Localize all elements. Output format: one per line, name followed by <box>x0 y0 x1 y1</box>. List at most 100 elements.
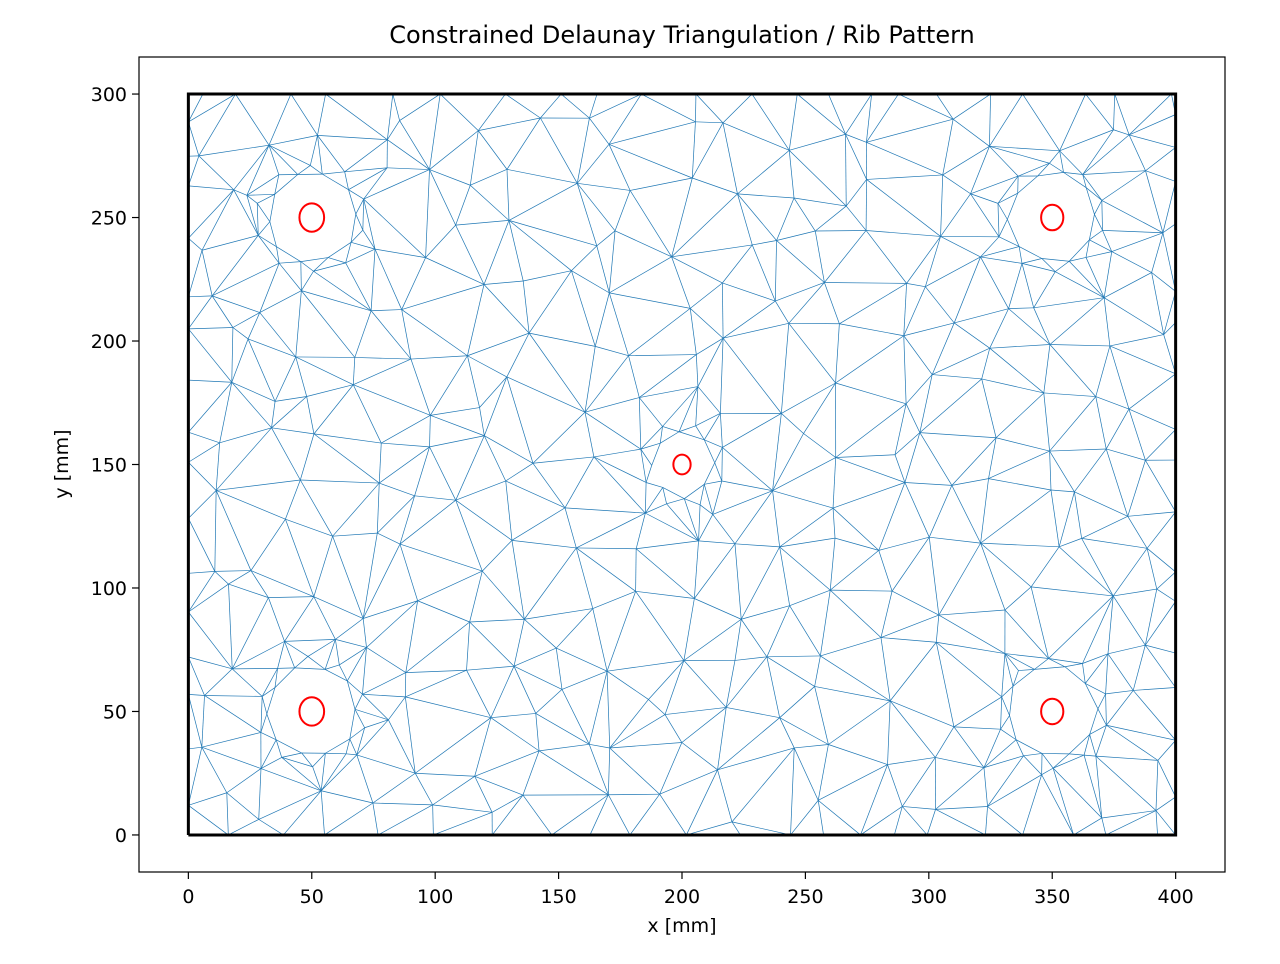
mesh-edge <box>335 639 366 647</box>
mesh-edge <box>377 533 400 544</box>
mesh-edge <box>980 257 1022 263</box>
mesh-edge <box>989 146 1018 176</box>
mesh-edge <box>718 707 727 769</box>
mesh-edge <box>296 357 355 358</box>
mesh-edge <box>982 348 990 379</box>
mesh-edge <box>589 744 610 748</box>
mesh-edge <box>818 800 860 835</box>
mesh-edge <box>775 301 788 323</box>
mesh-edge <box>667 504 699 541</box>
mesh-edge <box>1113 548 1147 596</box>
mesh-edge <box>470 571 483 622</box>
mesh-edge <box>639 355 696 398</box>
mesh-edge <box>1094 200 1101 214</box>
mesh-edge <box>1018 176 1038 193</box>
mesh-edge <box>713 481 722 514</box>
mesh-edge <box>943 175 971 194</box>
mesh-edge <box>1050 344 1110 345</box>
mesh-edge <box>996 393 1044 438</box>
mesh-edge <box>388 697 405 720</box>
mesh-edge <box>1096 756 1158 760</box>
mesh-edge <box>565 457 594 508</box>
mesh-edge <box>1129 135 1176 148</box>
mesh-edge <box>314 271 372 311</box>
mesh-edge <box>1129 135 1145 171</box>
mesh-edge <box>418 601 470 622</box>
y-tick-label: 100 <box>91 578 127 600</box>
mesh-edge <box>1049 596 1114 659</box>
mesh-edge <box>610 743 682 748</box>
mesh-edge <box>484 377 507 436</box>
mesh-edge <box>1147 548 1176 572</box>
hole-circle <box>1041 205 1063 231</box>
mesh-edge <box>696 355 698 387</box>
mesh-edge <box>737 194 794 198</box>
mesh-edge <box>704 484 712 514</box>
mesh-edge <box>1106 654 1108 694</box>
mesh-edge <box>846 134 847 206</box>
mesh-edge <box>989 146 1059 150</box>
x-tick-label: 0 <box>182 886 194 908</box>
mesh-edge <box>890 642 936 701</box>
mesh-edge <box>371 249 375 311</box>
mesh-edge <box>430 447 456 500</box>
mesh-edge <box>260 291 302 313</box>
mesh-edge <box>833 482 905 508</box>
mesh-edge <box>609 231 615 293</box>
mesh-edge <box>1146 171 1163 233</box>
mesh-edge <box>512 540 576 548</box>
mesh-edge <box>718 770 732 822</box>
mesh-edge <box>936 615 939 642</box>
mesh-edge <box>347 647 366 680</box>
mesh-edge <box>696 387 698 426</box>
mesh-edge <box>836 458 905 483</box>
mesh-edge <box>1044 393 1050 451</box>
mesh-edge <box>268 598 284 642</box>
mesh-edge <box>700 484 704 505</box>
mesh-edge <box>261 696 262 732</box>
mesh-edge <box>984 756 1024 768</box>
mesh-edge <box>1096 397 1129 409</box>
mesh-edge <box>1108 654 1133 691</box>
mesh-edge <box>433 805 492 812</box>
mesh-edge <box>433 776 475 805</box>
mesh-edge <box>790 590 831 606</box>
mesh-edge <box>470 619 525 622</box>
mesh-edge <box>400 94 441 121</box>
mesh-edge <box>188 694 201 747</box>
mesh-edge <box>1147 548 1157 589</box>
mesh-edge <box>232 339 248 382</box>
mesh-edge <box>988 775 1042 807</box>
mesh-edge <box>307 397 314 434</box>
mesh-edge <box>988 756 1024 807</box>
mesh-edge <box>828 94 845 134</box>
y-tick-label: 300 <box>91 84 127 106</box>
mesh-edge <box>815 656 821 686</box>
mesh-edge <box>301 291 371 311</box>
y-tick-label: 0 <box>115 825 127 847</box>
mesh-edge <box>722 447 772 490</box>
mesh-edge <box>296 357 354 385</box>
mesh-edge <box>679 387 698 432</box>
mesh-edge <box>188 443 219 462</box>
mesh-edge <box>692 178 737 194</box>
mesh-edge <box>1074 818 1102 835</box>
mesh-edge <box>722 447 723 481</box>
mesh-edge <box>971 194 999 237</box>
mesh-edge <box>906 375 932 404</box>
mesh-edge <box>216 428 271 491</box>
mesh-edge <box>577 144 609 183</box>
mesh-edge <box>1034 667 1065 670</box>
mesh-edge <box>789 323 836 383</box>
mesh-edge <box>1106 449 1145 460</box>
mesh-edge <box>1069 734 1090 753</box>
mesh-edge <box>509 220 571 270</box>
mesh-edge <box>247 195 258 235</box>
mesh-edge <box>188 747 201 749</box>
mesh-edge <box>1158 740 1176 760</box>
mesh-edge <box>188 382 231 432</box>
mesh-edge <box>188 657 232 669</box>
mesh-edge <box>353 359 411 385</box>
mesh-edge <box>523 795 552 835</box>
mesh-edge <box>879 550 892 591</box>
